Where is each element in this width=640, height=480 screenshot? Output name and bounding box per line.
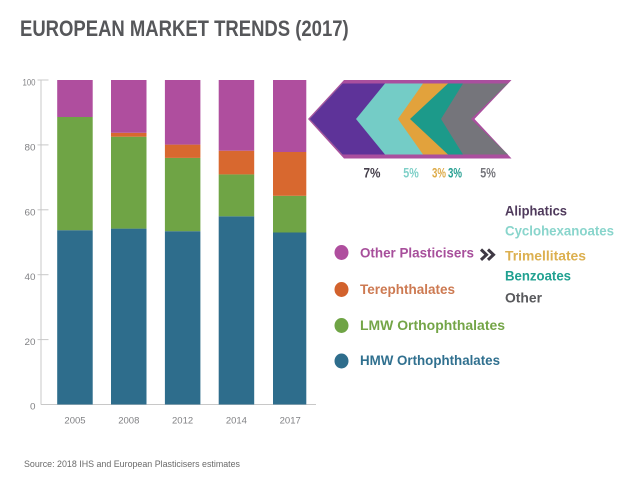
svg-text:2012: 2012 xyxy=(172,416,193,427)
svg-text:7%: 7% xyxy=(364,165,381,181)
svg-text:0: 0 xyxy=(30,402,36,413)
svg-text:100: 100 xyxy=(23,78,36,89)
svg-text:5%: 5% xyxy=(480,165,496,181)
svg-text:Aliphatics: Aliphatics xyxy=(505,203,567,219)
svg-text:3%: 3% xyxy=(432,165,446,181)
svg-text:2008: 2008 xyxy=(118,416,139,427)
svg-text:80: 80 xyxy=(25,142,36,153)
svg-text:LMW Orthophthalates: LMW Orthophthalates xyxy=(360,317,505,333)
svg-text:20: 20 xyxy=(25,337,36,348)
svg-text:2017: 2017 xyxy=(280,416,301,427)
svg-text:60: 60 xyxy=(25,207,36,218)
svg-text:2005: 2005 xyxy=(64,416,85,427)
svg-text:2014: 2014 xyxy=(226,416,247,427)
svg-text:Cyclohexanoates: Cyclohexanoates xyxy=(505,223,614,239)
svg-text:HMW Orthophthalates: HMW Orthophthalates xyxy=(360,352,500,368)
svg-text:5%: 5% xyxy=(403,165,419,181)
svg-text:EUROPEAN MARKET TRENDS (2017): EUROPEAN MARKET TRENDS (2017) xyxy=(20,18,349,42)
svg-text:3%: 3% xyxy=(448,165,462,181)
svg-text:Trimellitates: Trimellitates xyxy=(505,247,586,263)
svg-text:Terephthalates: Terephthalates xyxy=(360,281,455,297)
svg-text:Benzoates: Benzoates xyxy=(505,267,571,283)
svg-text:Other: Other xyxy=(505,290,543,306)
svg-text:Source: 2018 IHS and European: Source: 2018 IHS and European Plasticise… xyxy=(24,459,240,470)
svg-text:Other Plasticisers: Other Plasticisers xyxy=(360,244,474,260)
svg-text:40: 40 xyxy=(25,272,36,283)
